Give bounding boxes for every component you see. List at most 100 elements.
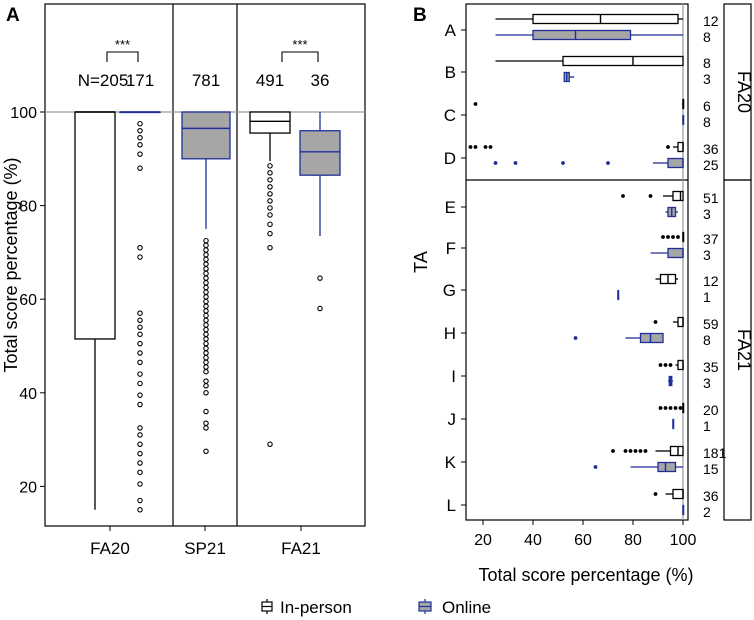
ta-h-online-box bbox=[573, 332, 664, 344]
fa20-online-outlier-9 bbox=[137, 317, 143, 324]
fa20-online-outlier-5 bbox=[137, 165, 143, 171]
sp21-online-outlier-31 bbox=[203, 390, 209, 396]
fa20-online-outlier-4 bbox=[137, 151, 143, 157]
ta-c-label: C bbox=[444, 106, 456, 125]
sp21-online-outlier-26 bbox=[203, 359, 209, 366]
fa20-online-outlier-18 bbox=[137, 401, 143, 408]
facet-label-fa20: FA20 bbox=[734, 71, 754, 113]
ta-i-label: I bbox=[451, 367, 456, 386]
sp21-online-outlier-28 bbox=[203, 368, 209, 375]
ta-e-inperson-outlier-0 bbox=[621, 194, 625, 198]
ta-i-inperson-outlier-2 bbox=[668, 363, 673, 367]
legend-label-online: Online bbox=[442, 598, 491, 617]
ta-g-label: G bbox=[443, 281, 456, 300]
fa21-inperson-outlier-7 bbox=[267, 212, 273, 218]
ta-a-online-box bbox=[495, 29, 683, 41]
fa21-inperson-outlier-6 bbox=[267, 205, 273, 211]
fa21-online-outlier-0 bbox=[317, 275, 323, 281]
x-tick-label-40: 40 bbox=[524, 532, 542, 549]
sp21-online-outlier-11 bbox=[203, 289, 209, 295]
ta-l-label: L bbox=[447, 496, 456, 515]
ta-l-online-n: 2 bbox=[703, 504, 711, 520]
sp21-online-box bbox=[181, 111, 231, 455]
panel-b-x-axis: 20 40 60 80 100 A B C D E F G H I J K L bbox=[443, 21, 697, 549]
sp21-online-outlier-14 bbox=[203, 303, 209, 309]
ta-k-online-iqr bbox=[657, 461, 677, 473]
panel-a-y-axis-title: Total score percentage (%) bbox=[1, 157, 21, 372]
fa20-online-outlier-20 bbox=[137, 432, 143, 438]
ta-h-inperson-box bbox=[653, 316, 684, 328]
fa21-online-box bbox=[299, 112, 341, 312]
ta-e-online-n: 3 bbox=[703, 206, 711, 222]
fa21-online-outlier-1 bbox=[317, 305, 323, 312]
ta-l-inperson-iqr bbox=[672, 488, 684, 500]
fa20-online-outlier-17 bbox=[137, 392, 143, 398]
ta-i-online-box bbox=[668, 375, 673, 387]
fa21-inperson-n-label: 491 bbox=[256, 71, 284, 90]
sp21-online-outlier-0 bbox=[203, 237, 209, 244]
fa21-inperson-outlier-4 bbox=[267, 191, 273, 197]
fa20-online-outlier-11 bbox=[137, 331, 143, 338]
ta-i-inperson-outlier-1 bbox=[663, 363, 668, 367]
fa20-significance-stars: *** bbox=[115, 37, 130, 52]
ta-d-online-n: 25 bbox=[703, 157, 719, 173]
fa20-online-outlier-12 bbox=[137, 340, 143, 347]
ta-d-inperson-box bbox=[468, 141, 684, 153]
ta-j-inperson-outlier-3 bbox=[673, 406, 678, 410]
fa21-online-n-label: 36 bbox=[311, 71, 330, 90]
sp21-online-outlier-24 bbox=[203, 350, 209, 356]
fa20-significance-bracket bbox=[106, 51, 139, 62]
fa21-inperson-outlier-1 bbox=[267, 170, 273, 176]
ta-f-inperson-box bbox=[661, 231, 685, 243]
sp21-online-outlier-22 bbox=[203, 340, 209, 347]
fa20-online-outlier-27 bbox=[137, 507, 143, 513]
y-tick-label-40: 40 bbox=[19, 386, 37, 403]
sp21-online-outlier-2 bbox=[203, 247, 209, 253]
ta-d-online-outlier-0 bbox=[493, 161, 498, 165]
ta-i-inperson-box bbox=[658, 359, 684, 371]
ta-c-inperson-box bbox=[473, 98, 685, 110]
ta-h-inperson-n: 59 bbox=[703, 316, 719, 332]
sp21-online-outlier-20 bbox=[203, 331, 209, 338]
sp21-online-outlier-6 bbox=[203, 266, 209, 272]
ta-b-inperson-n: 8 bbox=[703, 55, 711, 71]
sp21-online-outlier-27 bbox=[203, 364, 209, 370]
ta-k-inperson-outlier-1 bbox=[623, 449, 628, 453]
ta-k-inperson-outlier-3 bbox=[633, 449, 638, 453]
ta-k-online-n: 15 bbox=[703, 461, 719, 477]
sp21-online-outlier-23 bbox=[203, 345, 209, 352]
fa20-online-outlier-7 bbox=[137, 254, 143, 260]
ta-d-inperson-iqr bbox=[677, 141, 684, 153]
ta-d-inperson-outlier-2 bbox=[483, 145, 488, 149]
ta-k-inperson-outlier-0 bbox=[611, 449, 615, 453]
sp21-online-outlier-17 bbox=[203, 317, 209, 324]
ta-d-inperson-outlier-0 bbox=[468, 145, 473, 149]
ta-a-online-n: 8 bbox=[703, 29, 711, 45]
ta-d-inperson-outlier-1 bbox=[473, 145, 478, 149]
y-tick-label-100: 100 bbox=[10, 105, 37, 122]
x-tick-label-20: 20 bbox=[474, 532, 492, 549]
ta-c-online-box bbox=[682, 114, 685, 126]
sp21-online-outlier-29 bbox=[203, 378, 209, 384]
ta-l-online-box bbox=[682, 504, 685, 516]
ta-h-label: H bbox=[444, 324, 456, 343]
fa20-online-outlier-25 bbox=[137, 481, 143, 487]
fa20-online-outlier-2 bbox=[137, 134, 143, 141]
sp21-x-label: SP21 bbox=[184, 539, 226, 558]
fa21-inperson-iqr bbox=[249, 111, 291, 134]
panel-a-y-axis: 20 40 60 80 100 FA20 SP21 FA21 bbox=[10, 105, 321, 558]
ta-c-online-n: 8 bbox=[703, 114, 711, 130]
fa21-inperson-outlier-11 bbox=[267, 441, 273, 448]
ta-b-label: B bbox=[445, 63, 456, 82]
ta-k-inperson-n: 181 bbox=[703, 445, 727, 461]
ta-e-inperson-box bbox=[621, 190, 684, 202]
fa20-inperson-iqr bbox=[74, 111, 116, 340]
ta-a-inperson-box bbox=[495, 13, 683, 25]
fa20-online-outlier-10 bbox=[137, 324, 143, 331]
fa21-inperson-outlier-2 bbox=[267, 177, 273, 183]
fa21-significance-stars: *** bbox=[292, 37, 307, 52]
sp21-online-outlier-4 bbox=[203, 256, 209, 263]
fa21-inperson-box bbox=[249, 111, 291, 448]
ta-g-online-box bbox=[617, 289, 620, 301]
